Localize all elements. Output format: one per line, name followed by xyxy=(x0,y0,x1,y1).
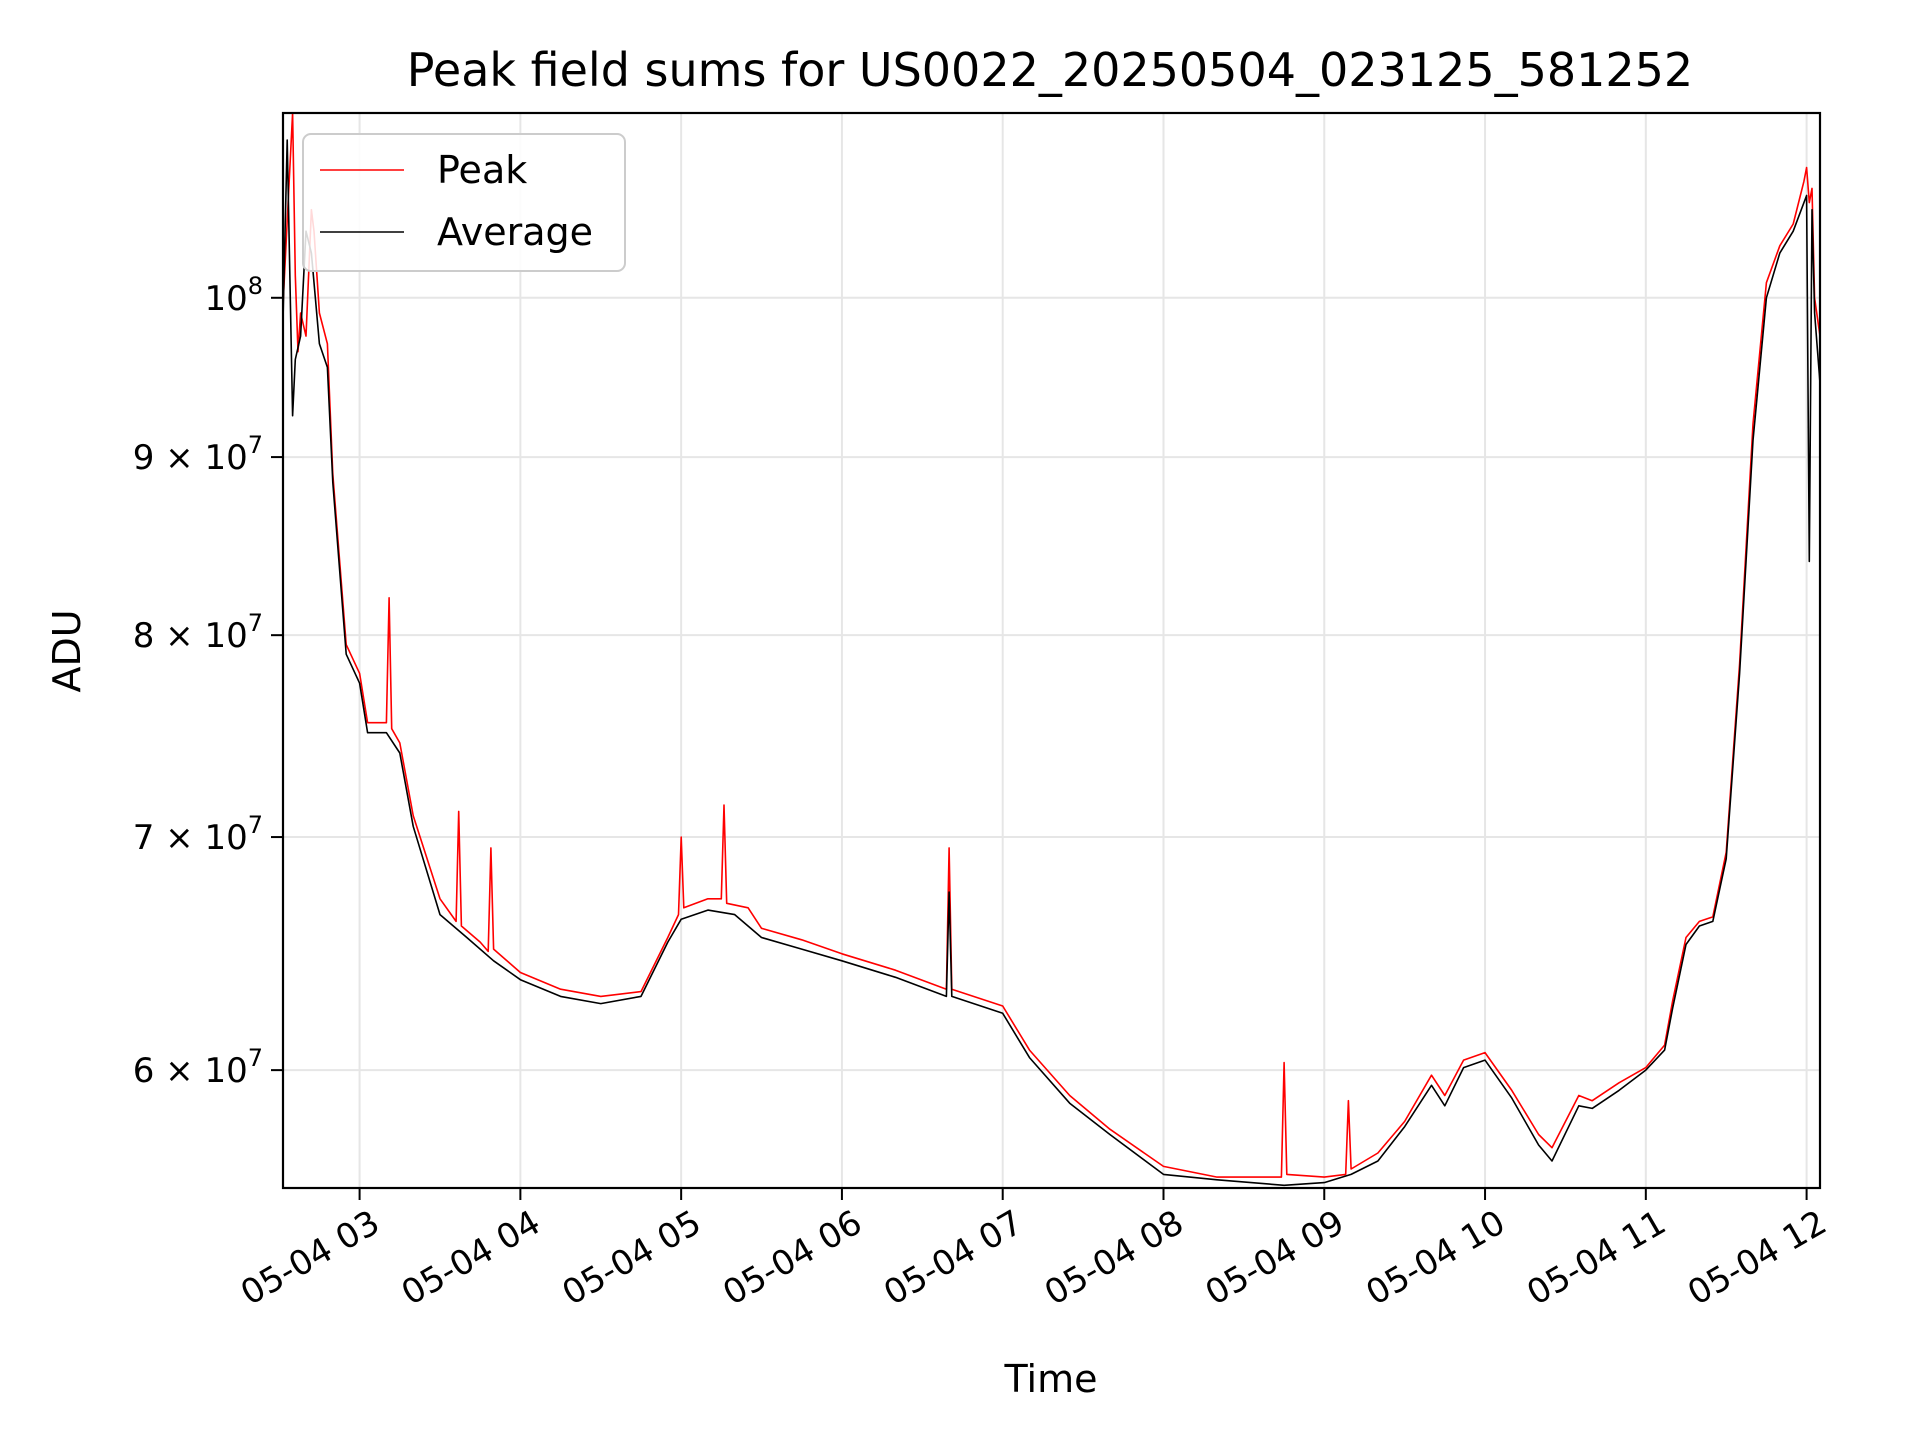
grid xyxy=(283,113,1820,1188)
y-tick-label: 9 × 107 xyxy=(133,431,263,478)
chart-title: Peak field sums for US0022_20250504_0231… xyxy=(407,43,1693,97)
y-tick-label: 108 xyxy=(204,272,263,319)
y-axis: 6 × 107 7 × 107 8 × 107 9 × 107 108 xyxy=(133,272,283,1091)
legend-label-average: Average xyxy=(437,210,593,254)
legend-label-peak: Peak xyxy=(437,148,527,192)
y-axis-title: ADU xyxy=(45,609,89,692)
plot-frame xyxy=(281,111,1822,1190)
y-tick-label: 8 × 107 xyxy=(133,609,263,656)
series-line-average xyxy=(282,139,1821,1187)
y-tick-label: 6 × 107 xyxy=(133,1044,263,1091)
legend: Peak Average xyxy=(302,133,626,272)
x-axis-title: Time xyxy=(1004,1357,1098,1401)
y-tick-label: 7 × 107 xyxy=(133,811,263,858)
plot-series xyxy=(282,112,1821,1187)
legend-box xyxy=(302,133,626,272)
